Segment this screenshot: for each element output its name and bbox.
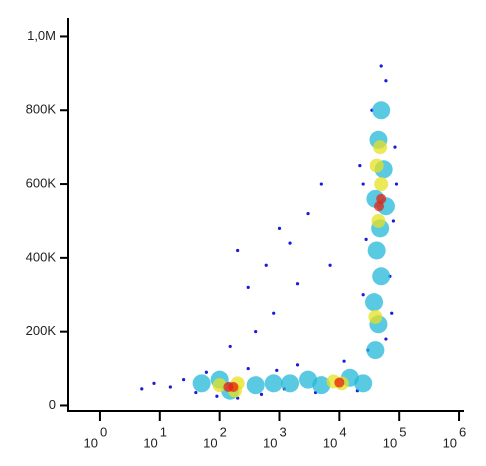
point [379, 64, 383, 68]
point [246, 366, 250, 371]
point [312, 376, 331, 395]
point [365, 293, 384, 312]
point [393, 145, 397, 149]
point [364, 237, 368, 242]
x-tick-exponent: 3 [279, 424, 286, 439]
point [264, 263, 268, 267]
point [374, 201, 385, 212]
point [361, 182, 365, 186]
point [319, 182, 323, 186]
x-tick-exponent: 0 [100, 424, 107, 439]
x-tick-exponent: 2 [220, 424, 227, 439]
point [373, 140, 388, 155]
point [236, 248, 240, 253]
point [372, 101, 391, 120]
point [272, 311, 276, 315]
x-tick-label: 10 [443, 435, 457, 450]
point [182, 378, 186, 382]
point [192, 374, 211, 393]
point [368, 309, 383, 324]
y-tick-label: 0 [49, 397, 56, 412]
point [246, 376, 265, 395]
point [366, 341, 385, 360]
point [295, 363, 300, 367]
x-tick-label: 10 [323, 435, 337, 450]
y-tick-label: 400K [26, 249, 57, 264]
point [384, 79, 388, 83]
x-tick-label: 10 [143, 435, 157, 450]
point [390, 311, 394, 315]
point [328, 263, 332, 267]
point [394, 182, 399, 186]
point [361, 293, 365, 297]
y-tick-label: 600K [26, 175, 57, 190]
point [277, 226, 282, 230]
x-tick-label: 10 [83, 435, 97, 450]
point [384, 337, 388, 341]
point [259, 392, 264, 396]
point [374, 177, 389, 192]
point [369, 158, 384, 173]
point [391, 219, 396, 223]
point [372, 267, 391, 286]
point [342, 359, 346, 363]
point [281, 374, 300, 393]
point [168, 385, 172, 389]
point [228, 382, 239, 393]
point [295, 282, 300, 286]
point [140, 387, 144, 391]
point [288, 241, 292, 245]
x-tick-label: 10 [263, 435, 277, 450]
x-tick-label: 10 [203, 435, 217, 450]
point [354, 374, 373, 393]
point [228, 344, 232, 349]
x-tick-exponent: 4 [339, 424, 346, 439]
y-tick-label: 1,0M [27, 28, 56, 43]
point [371, 213, 386, 228]
point [264, 374, 283, 393]
point [204, 370, 208, 374]
point [334, 377, 345, 388]
x-tick-exponent: 6 [459, 424, 466, 439]
point [367, 241, 386, 260]
point [306, 211, 310, 216]
point [254, 330, 258, 334]
y-tick-label: 800K [26, 102, 57, 117]
point [275, 368, 279, 373]
point [246, 285, 250, 289]
point [194, 390, 198, 395]
x-tick-exponent: 1 [160, 424, 167, 439]
y-tick-label: 200K [26, 323, 57, 338]
x-tick-label: 10 [383, 435, 397, 450]
point [212, 378, 227, 393]
point [152, 381, 156, 385]
x-tick-exponent: 5 [399, 424, 406, 439]
point [215, 394, 219, 398]
point [358, 164, 362, 168]
